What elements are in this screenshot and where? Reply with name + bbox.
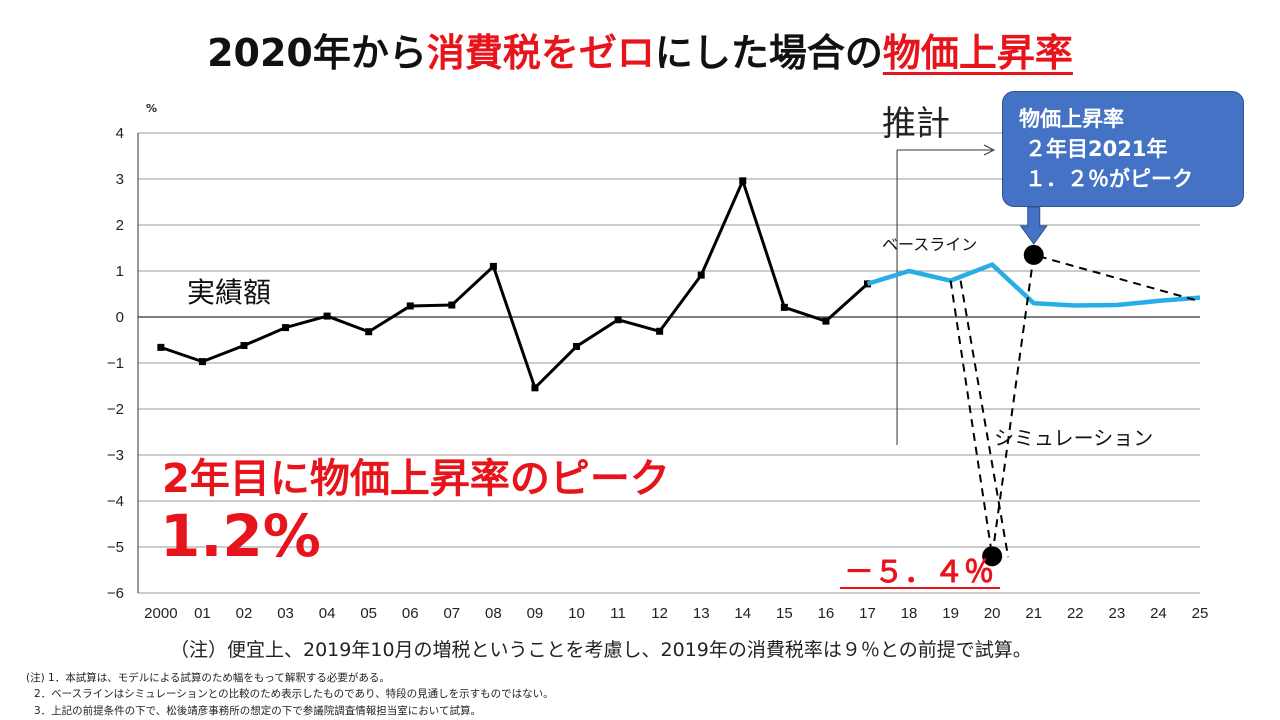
y-tick-label: −2 — [107, 401, 124, 418]
x-tick-label: 12 — [651, 605, 668, 622]
x-tick-label: 23 — [1109, 605, 1126, 622]
y-tick-label: 1 — [116, 263, 124, 280]
actual-point — [448, 301, 456, 309]
x-tick-label: 15 — [776, 605, 793, 622]
actual-point — [697, 271, 705, 279]
y-tick-label: 4 — [116, 125, 124, 142]
y-tick-label: −1 — [107, 355, 124, 372]
peak-label-line1: 2年目に物価上昇率のピーク — [162, 456, 670, 502]
min-value-label: －５．４％ — [844, 555, 994, 590]
x-tick-label: 04 — [319, 605, 336, 622]
y-tick-label: −4 — [107, 493, 124, 510]
highlight-point — [1023, 244, 1044, 265]
x-tick-label: 08 — [485, 605, 502, 622]
y-tick-label: −6 — [107, 585, 124, 602]
peak-callout: 物価上昇率 ２年目2021年 １．２％がピーク — [1002, 91, 1244, 207]
callout-line1: 物価上昇率 — [1019, 107, 1124, 131]
actual-point — [531, 384, 539, 392]
actual-point — [240, 342, 248, 350]
x-tick-label: 14 — [734, 605, 751, 622]
y-axis-unit: % — [146, 102, 157, 115]
x-tick-label: 17 — [859, 605, 876, 622]
x-tick-label: 11 — [610, 605, 626, 622]
actual-point — [282, 324, 290, 332]
footnote-1: (注) 1．本試算は、モデルによる試算のため幅をもって解釈する必要がある。 — [26, 672, 390, 684]
x-tick-label: 19 — [942, 605, 959, 622]
actual-label: 実績額 — [187, 276, 271, 309]
actual-point — [780, 303, 788, 311]
footnote-3: 3．上記の前提条件の下で、松後靖彦事務所の想定の下で参議院調査情報担当室において… — [34, 705, 481, 717]
x-tick-label: 03 — [277, 605, 294, 622]
callout-line2: ２年目2021年 — [1025, 137, 1168, 161]
simulation-label: シミュレーション — [994, 426, 1153, 450]
x-tick-label: 01 — [194, 605, 211, 622]
x-tick-label: 09 — [527, 605, 544, 622]
actual-point — [614, 316, 622, 324]
page-title: 2020年から消費税をゼロにした場合の物価上昇率 — [0, 22, 1280, 77]
title-part2: 消費税をゼロ — [426, 31, 655, 75]
x-tick-label: 18 — [901, 605, 918, 622]
y-tick-label: 0 — [116, 309, 124, 326]
x-tick-label: 07 — [443, 605, 460, 622]
actual-point — [489, 262, 497, 270]
actual-point — [323, 312, 331, 320]
x-tick-label: 24 — [1150, 605, 1167, 622]
forecast-label: 推計 — [882, 104, 950, 144]
y-tick-label: 2 — [116, 217, 124, 234]
x-tick-label: 06 — [402, 605, 419, 622]
actual-point — [406, 302, 414, 310]
actual-point — [739, 177, 747, 185]
actual-point — [656, 327, 664, 335]
callout-line3: １．２％がピーク — [1025, 167, 1193, 191]
x-tick-label: 16 — [818, 605, 835, 622]
actual-point — [365, 328, 373, 336]
y-tick-label: 3 — [116, 171, 124, 188]
x-tick-label: 21 — [1025, 605, 1042, 622]
main-note: （注）便宜上、2019年10月の増税ということを考慮し、2019年の消費税率は９… — [170, 639, 1032, 661]
actual-point — [157, 343, 165, 351]
x-tick-label: 13 — [693, 605, 710, 622]
x-tick-label: 05 — [360, 605, 377, 622]
actual-point — [573, 342, 581, 350]
x-tick-label: 20 — [984, 605, 1001, 622]
y-tick-label: −5 — [107, 539, 124, 556]
x-tick-label: 25 — [1192, 605, 1209, 622]
x-tick-label: 10 — [568, 605, 585, 622]
actual-point — [198, 358, 206, 366]
callout-arrow — [1019, 206, 1048, 245]
footnote-2: 2．ベースラインはシミュレーションとの比較のため表示したものであり、特段の見通し… — [34, 688, 554, 700]
highlight-point — [982, 546, 1003, 567]
title-part1: 2020年から — [207, 31, 427, 75]
title-part4: 物価上昇率 — [882, 31, 1073, 75]
series-baseline-line — [866, 262, 1201, 308]
baseline-label: ベースライン — [882, 235, 977, 254]
x-tick-label: 2000 — [144, 605, 177, 622]
x-tick-label: 22 — [1067, 605, 1084, 622]
forecast-arrowhead — [983, 144, 996, 156]
simulation-line-inner — [959, 280, 1010, 558]
x-tick-label: 02 — [236, 605, 253, 622]
y-tick-label: −3 — [107, 447, 124, 464]
title-part3: にした場合の — [654, 31, 883, 75]
actual-point — [822, 317, 830, 325]
peak-label-line2: 1.2% — [160, 502, 321, 570]
series-actual-line — [160, 179, 869, 390]
